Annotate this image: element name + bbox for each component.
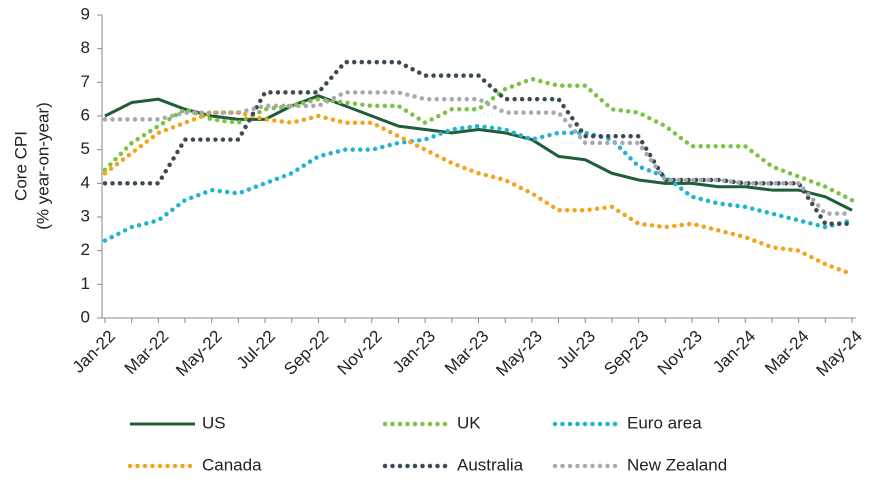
y-tick-label: 7 bbox=[81, 72, 90, 91]
legend-label: Australia bbox=[457, 455, 524, 474]
series-line bbox=[102, 123, 855, 243]
legend-label: Canada bbox=[202, 455, 262, 474]
y-tick-label: 4 bbox=[81, 173, 90, 192]
legend-label: Euro area bbox=[627, 413, 702, 432]
x-tick-label: Mar-22 bbox=[121, 327, 173, 379]
series-line bbox=[102, 59, 855, 226]
y-tick-label: 1 bbox=[81, 274, 90, 293]
series-line bbox=[102, 90, 855, 216]
y-tick-label: 2 bbox=[81, 240, 90, 259]
y-tick-label: 0 bbox=[81, 307, 90, 326]
x-tick-label: Mar-23 bbox=[441, 327, 493, 379]
x-tick-label: Nov-23 bbox=[654, 327, 706, 379]
x-tick-label: May-22 bbox=[172, 327, 226, 381]
y-axis-label: (% year-on-year) bbox=[33, 102, 52, 230]
legend-label: New Zealand bbox=[627, 455, 727, 474]
y-tick-label: 8 bbox=[81, 38, 90, 57]
x-tick-label: Jan-22 bbox=[69, 327, 119, 377]
y-tick-label: 6 bbox=[81, 105, 90, 124]
series-line bbox=[104, 94, 853, 212]
y-axis-label: Core CPI bbox=[11, 131, 30, 201]
y-tick-label: 5 bbox=[81, 139, 90, 158]
x-tick-label: Jan-24 bbox=[709, 327, 759, 377]
x-tick-label: Jan-23 bbox=[389, 327, 439, 377]
series-line bbox=[102, 110, 855, 277]
x-tick-label: Nov-22 bbox=[334, 327, 386, 379]
x-tick-label: Mar-24 bbox=[761, 327, 813, 379]
y-tick-label: 3 bbox=[81, 206, 90, 225]
legend-label: UK bbox=[457, 413, 481, 432]
x-tick-label: Jul-22 bbox=[233, 327, 279, 373]
x-tick-label: May-24 bbox=[812, 327, 866, 381]
x-tick-label: Jul-23 bbox=[553, 327, 599, 373]
x-tick-label: Sep-23 bbox=[600, 327, 652, 379]
y-tick-label: 9 bbox=[81, 4, 90, 23]
x-tick-label: May-23 bbox=[492, 327, 546, 381]
legend-label: US bbox=[202, 413, 226, 432]
x-tick-label: Sep-22 bbox=[280, 327, 332, 379]
